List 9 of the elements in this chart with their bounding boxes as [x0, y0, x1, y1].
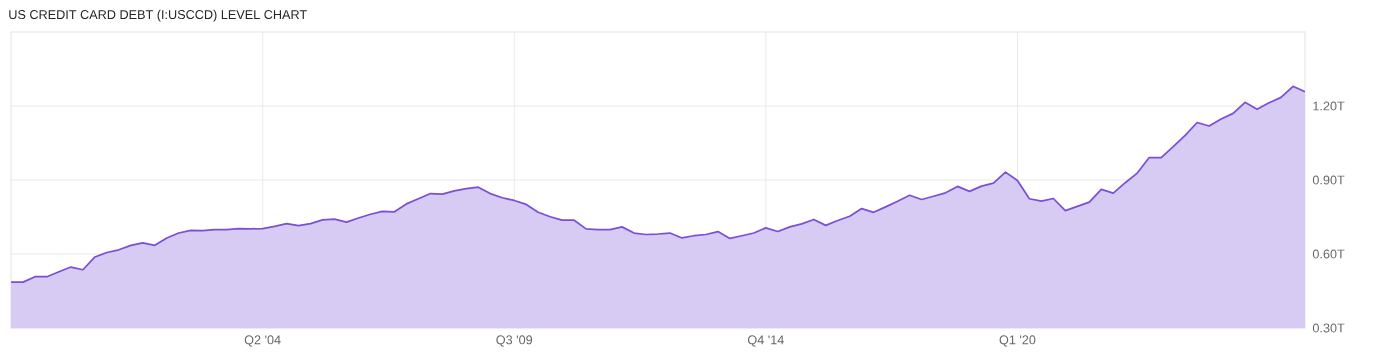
y-tick-label: 0.90T [1312, 175, 1345, 185]
x-tick-label: Q2 '04 [244, 335, 281, 347]
x-tick-label: Q3 '09 [496, 335, 533, 347]
y-tick-label: 1.20T [1313, 101, 1345, 111]
y-tick-label: 0.60T [1312, 249, 1345, 259]
chart-title: US CREDIT CARD DEBT (I:USCCD) LEVEL CHART [9, 9, 307, 22]
x-tick-label: Q1 '20 [999, 335, 1036, 347]
y-tick-label: 0.30T [1312, 323, 1345, 333]
x-tick-label: Q4 '14 [747, 335, 784, 347]
